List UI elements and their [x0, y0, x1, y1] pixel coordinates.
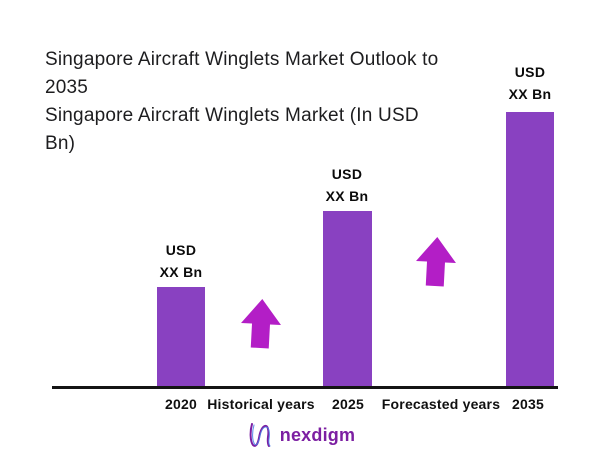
- x-axis-label-2035: 2035: [512, 396, 544, 412]
- x-axis-label-2020: 2020: [165, 396, 197, 412]
- growth-arrow-icon: [241, 299, 281, 349]
- nexdigm-logo-text: nexdigm: [279, 424, 356, 445]
- bar-value-label-2020: USD XX Bn: [131, 239, 231, 283]
- usd-line: USD: [514, 64, 546, 80]
- bar-2020: [157, 287, 205, 386]
- x-axis-annotation-forecasted: Forecasted years: [381, 396, 501, 412]
- xxbn-line: XX Bn: [325, 188, 369, 204]
- xxbn-line: XX Bn: [508, 86, 552, 102]
- footer-logo: nexdigm: [0, 420, 602, 450]
- usd-line: USD: [165, 242, 197, 258]
- bar-2025: [323, 211, 372, 386]
- usd-line: USD: [331, 166, 363, 182]
- xxbn-line: XX Bn: [159, 264, 203, 280]
- x-axis-label-2025: 2025: [332, 396, 364, 412]
- bar-value-label-2035: USD XX Bn: [480, 61, 580, 105]
- nexdigm-logo-icon: [249, 423, 271, 447]
- chart-title: Singapore Aircraft Winglets Market Outlo…: [45, 49, 439, 98]
- x-axis-annotation-historical: Historical years: [207, 396, 315, 412]
- bar-2035: [506, 112, 554, 386]
- bar-value-label-2025: USD XX Bn: [297, 163, 397, 207]
- x-axis-line: [52, 386, 558, 389]
- chart-subtitle: Singapore Aircraft Winglets Market (In U…: [45, 105, 419, 154]
- chart-header: Singapore Aircraft Winglets Market Outlo…: [45, 46, 505, 157]
- growth-arrow-icon: [416, 237, 456, 287]
